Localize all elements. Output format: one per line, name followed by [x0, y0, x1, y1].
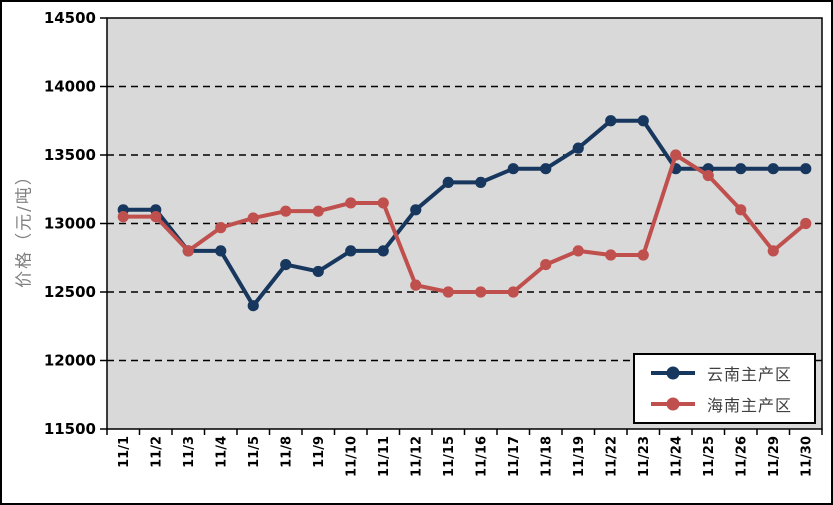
y-tick-label: 11500 — [44, 420, 96, 438]
hainan-line-sample-icon — [651, 397, 695, 411]
y-tick-label: 14500 — [44, 9, 96, 27]
data-point — [800, 163, 812, 175]
data-point — [475, 176, 487, 188]
data-point — [377, 197, 389, 209]
y-tick-label: 13000 — [44, 215, 96, 233]
data-point — [442, 176, 454, 188]
data-point — [117, 211, 129, 223]
data-point — [572, 142, 584, 154]
x-tick-label: 11/17 — [507, 436, 522, 477]
data-point — [507, 286, 519, 298]
x-tick-label: 11/4 — [214, 436, 229, 468]
data-point — [605, 115, 617, 127]
data-point — [312, 265, 324, 278]
x-tick-label: 11/1 — [117, 436, 132, 468]
y-tick-label: 14000 — [44, 78, 96, 96]
y-axis-title: 价格（元/吨） — [14, 166, 35, 288]
legend-label-hainan: 海南主产区 — [707, 395, 793, 415]
data-point — [475, 286, 487, 298]
data-point — [150, 211, 162, 223]
hainan-marker-icon — [666, 397, 680, 411]
data-point — [670, 149, 682, 161]
x-tick-label: 11/18 — [539, 436, 554, 477]
data-point — [182, 245, 194, 257]
data-point — [735, 163, 747, 175]
data-point — [572, 245, 584, 257]
data-point — [280, 205, 292, 217]
legend-item-hainan: 海南主产区 — [651, 392, 814, 416]
y-tick-label: 12000 — [44, 352, 96, 370]
x-tick-label: 11/29 — [767, 436, 782, 477]
x-tick-label: 11/23 — [637, 436, 652, 477]
y-tick-label: 12500 — [44, 283, 96, 301]
data-point — [507, 163, 519, 175]
data-point — [637, 249, 649, 261]
data-point — [702, 169, 714, 182]
data-point — [247, 300, 259, 312]
x-tick-label: 11/10 — [344, 436, 359, 477]
yunnan-line-sample-icon — [651, 366, 695, 380]
x-tick-label: 11/25 — [702, 436, 717, 477]
data-point — [637, 115, 649, 127]
legend-item-yunnan: 云南主产区 — [651, 361, 814, 385]
x-tick-label: 11/19 — [572, 436, 587, 477]
data-point — [442, 286, 454, 298]
data-point — [540, 259, 552, 271]
legend-label-yunnan: 云南主产区 — [707, 365, 793, 385]
x-tick-label: 11/11 — [377, 436, 392, 477]
data-point — [280, 259, 292, 271]
x-tick-label: 11/5 — [247, 436, 262, 468]
yunnan-marker-icon — [666, 366, 680, 380]
x-tick-label: 11/26 — [734, 436, 749, 477]
data-point — [345, 197, 357, 209]
x-tick-label: 11/9 — [312, 436, 327, 468]
x-tick-label: 11/8 — [279, 436, 294, 468]
data-point — [377, 245, 389, 257]
x-tick-label: 11/3 — [182, 436, 197, 468]
data-point — [312, 205, 324, 217]
chart-legend: 云南主产区 海南主产区 — [633, 353, 816, 424]
data-point — [410, 204, 422, 216]
data-point — [215, 222, 227, 234]
data-point — [345, 245, 357, 257]
series-line-0 — [121, 118, 808, 308]
data-point — [215, 245, 227, 257]
data-point — [767, 163, 779, 175]
data-point — [247, 212, 259, 224]
data-point — [735, 204, 747, 216]
y-tick-label: 13500 — [44, 146, 96, 164]
x-tick-label: 11/24 — [669, 436, 684, 477]
data-point — [410, 279, 422, 291]
data-point — [540, 163, 552, 175]
x-tick-label: 11/30 — [799, 436, 814, 477]
data-point — [767, 245, 779, 257]
x-tick-label: 11/16 — [474, 436, 489, 477]
data-point — [605, 249, 617, 261]
x-tick-label: 11/12 — [409, 436, 424, 477]
series-line-1 — [121, 153, 808, 294]
x-tick-label: 11/15 — [442, 436, 457, 477]
data-point — [800, 217, 812, 230]
x-tick-label: 11/22 — [604, 436, 619, 477]
x-tick-label: 11/2 — [149, 436, 164, 468]
